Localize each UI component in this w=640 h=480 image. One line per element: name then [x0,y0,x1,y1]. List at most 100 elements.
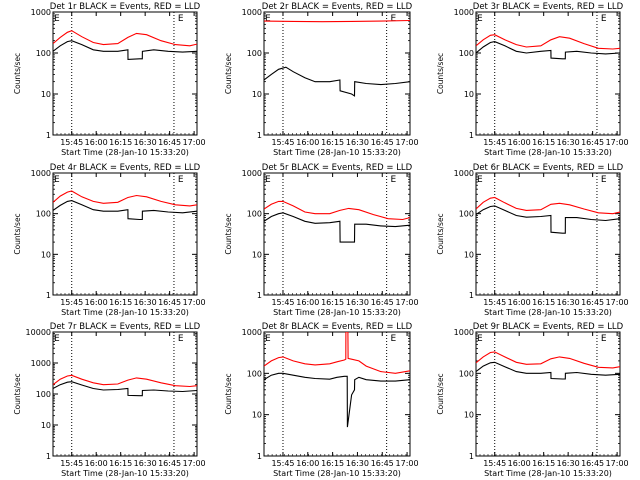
x-tick-label: 15:45 [60,138,83,147]
panel-title: Det 5r BLACK = Events, RED = LLD [262,163,413,173]
x-tick-label: 15:45 [271,459,294,468]
x-tick-label: 17:00 [396,459,419,468]
y-tick-label: 1 [469,452,474,461]
y-tick-label: 100 [36,390,51,399]
events-series-line [53,381,197,397]
y-tick-label: 10 [252,250,262,259]
x-tick-label: 17:00 [183,459,206,468]
x-tick-label: 15:45 [483,459,506,468]
x-tick-label: 15:45 [483,138,506,147]
event-marker: E [601,334,607,344]
events-series-line [53,40,197,60]
x-tick-label: 15:45 [483,298,506,307]
y-tick-label: 1000 [242,8,262,17]
x-tick-label: 15:45 [60,298,83,307]
x-axis-label: Start Time (28-Jan-10 15:33:20) [273,308,401,317]
x-axis-label: Start Time (28-Jan-10 15:33:20) [484,148,612,157]
x-tick-label: 16:45 [371,459,394,468]
y-tick-label: 100 [36,49,51,58]
x-tick-label: 16:00 [85,138,108,147]
y-tick-label: 1 [46,452,51,461]
x-tick-label: 16:15 [321,459,344,468]
y-axis-label: Counts/sec [13,53,22,94]
y-tick-label: 1 [469,291,474,300]
y-tick-label: 1 [257,291,262,300]
lld-series-line [53,30,197,47]
y-axis-label: Counts/sec [436,373,445,414]
y-tick-label: 1000 [454,8,474,17]
y-tick-label: 1 [46,291,51,300]
x-tick-label: 15:45 [60,459,83,468]
panel-det-3: Det 3r BLACK = Events, RED = LLD 1 10 100 10… [436,2,629,157]
event-marker: E [391,334,397,344]
panel-det-7: Det 7r BLACK = Events, RED = LLD 1 10 100 10… [13,322,206,478]
series-group [264,200,410,243]
event-marker: E [54,14,60,24]
y-tick-label: 10 [464,250,474,259]
x-tick-label: 16:00 [296,298,319,307]
x-axis-label: Start Time (28-Jan-10 15:33:20) [61,308,189,317]
panel-det-2: Det 2r BLACK = Events, RED = LLD 1 10 100 10… [224,2,419,157]
x-tick-label: 16:45 [581,298,604,307]
events-series-line [476,41,620,60]
y-tick-label: 100 [36,210,51,219]
y-tick-label: 1 [257,131,262,140]
panel-title: Det 9r BLACK = Events, RED = LLD [473,322,624,332]
series-group [53,30,197,60]
x-tick-label: 16:30 [346,298,369,307]
series-group [476,196,620,234]
y-tick-label: 1 [46,131,51,140]
event-marker: E [265,175,271,185]
plot-frame [52,172,198,296]
x-tick-label: 16:45 [581,459,604,468]
x-tick-label: 17:00 [183,298,206,307]
panel-title: Det 7r BLACK = Events, RED = LLD [50,322,201,332]
x-tick-label: 16:30 [134,298,157,307]
x-axis-label: Start Time (28-Jan-10 15:33:20) [61,469,189,478]
y-tick-label: 100 [247,49,262,58]
events-series-line [264,372,410,428]
plot-frame [263,331,411,457]
plot-frame [52,11,198,136]
y-tick-label: 1000 [242,328,262,337]
y-axis-label: Counts/sec [13,213,22,254]
x-tick-label: 16:30 [346,459,369,468]
lld-series-line [476,34,620,50]
lld-series-line [264,332,410,374]
event-marker: E [265,334,271,344]
x-axis-label: Start Time (28-Jan-10 15:33:20) [273,148,401,157]
y-axis-label: Counts/sec [224,213,233,254]
x-tick-label: 16:30 [557,459,580,468]
panel-det-1: Det 1r BLACK = Events, RED = LLD 1 10 100 10… [13,2,206,157]
x-tick-label: 16:00 [508,298,531,307]
series-group [53,374,197,397]
y-tick-label: 100 [459,49,474,58]
events-series-line [476,205,620,234]
plot-frame [475,172,621,296]
lld-series-line [53,190,197,207]
plot-frame [52,331,198,457]
plot-frame [263,11,411,136]
x-tick-label: 16:45 [371,298,394,307]
x-tick-label: 16:15 [109,138,132,147]
event-marker: E [601,14,607,24]
panel-title: Det 2r BLACK = Events, RED = LLD [262,2,413,12]
x-tick-label: 16:45 [158,138,181,147]
panel-title: Det 6r BLACK = Events, RED = LLD [473,163,624,173]
x-tick-label: 16:00 [508,138,531,147]
y-tick-label: 10 [252,90,262,99]
y-tick-label: 1000 [31,359,51,368]
x-tick-label: 16:15 [532,138,555,147]
x-tick-label: 16:00 [508,459,531,468]
y-tick-label: 10 [464,90,474,99]
x-tick-label: 16:15 [321,298,344,307]
panel-det-9: Det 9r BLACK = Events, RED = LLD 1 10 100 10… [436,322,629,478]
plot-frame [263,172,411,296]
events-series-line [264,66,410,97]
y-tick-label: 1 [257,452,262,461]
lld-series-line [476,351,620,369]
x-tick-label: 15:45 [271,298,294,307]
x-tick-label: 16:30 [557,138,580,147]
x-tick-label: 16:30 [557,298,580,307]
y-tick-label: 100 [459,369,474,378]
